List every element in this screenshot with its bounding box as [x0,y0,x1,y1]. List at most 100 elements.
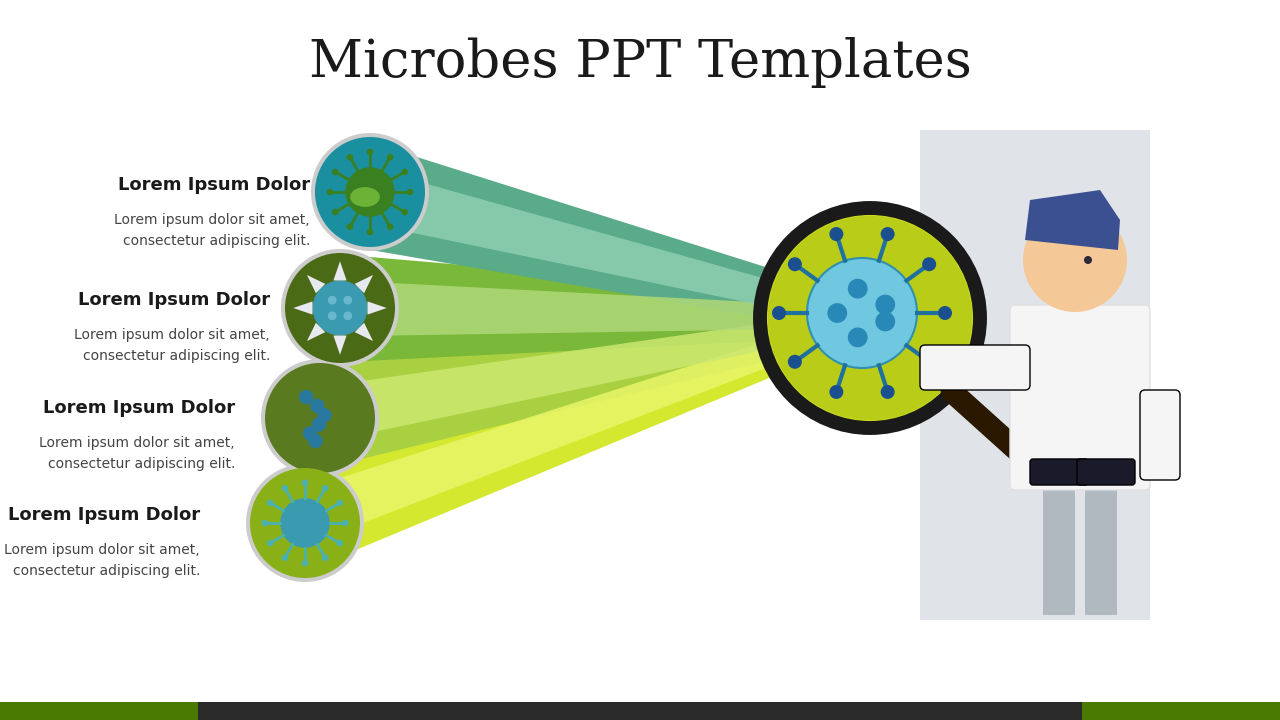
Circle shape [332,168,338,175]
Circle shape [308,434,323,449]
Circle shape [922,355,936,369]
Text: Microbes PPT Templates: Microbes PPT Templates [308,37,972,88]
Circle shape [788,257,801,271]
Polygon shape [307,275,325,293]
Circle shape [827,303,847,323]
Circle shape [315,137,425,247]
Circle shape [282,249,399,367]
Text: Lorem ipsum dolor sit amet,
consectetur adipiscing elit.: Lorem ipsum dolor sit amet, consectetur … [40,436,236,471]
Circle shape [847,328,868,347]
Circle shape [282,554,288,561]
Polygon shape [333,261,347,281]
Polygon shape [307,323,325,341]
Circle shape [402,168,408,175]
Bar [1082,702,1280,720]
Circle shape [1084,256,1092,264]
Circle shape [366,148,374,155]
Circle shape [407,189,413,195]
Text: Lorem ipsum dolor sit amet,
consectetur adipiscing elit.: Lorem ipsum dolor sit amet, consectetur … [74,328,270,363]
Circle shape [311,133,429,251]
Circle shape [246,464,364,582]
Polygon shape [355,323,372,341]
Circle shape [250,468,360,578]
Polygon shape [367,302,387,315]
FancyBboxPatch shape [1030,459,1088,485]
Circle shape [285,253,396,363]
Circle shape [337,540,343,546]
Circle shape [302,560,308,567]
Circle shape [768,216,972,420]
Text: Lorem Ipsum Dolor: Lorem Ipsum Dolor [42,399,236,417]
Polygon shape [288,308,870,552]
Polygon shape [303,308,870,446]
Text: Lorem ipsum dolor sit amet,
consectetur adipiscing elit.: Lorem ipsum dolor sit amet, consectetur … [4,543,200,577]
Circle shape [328,311,337,320]
Circle shape [829,227,844,241]
FancyBboxPatch shape [1140,390,1180,480]
Bar [920,130,1149,620]
Circle shape [302,480,308,486]
Circle shape [268,500,274,506]
Circle shape [760,208,980,428]
Circle shape [347,154,353,161]
Circle shape [282,485,288,492]
Circle shape [321,485,329,492]
Circle shape [922,257,936,271]
Circle shape [881,385,895,399]
Circle shape [402,209,408,215]
Circle shape [261,359,379,477]
Circle shape [312,281,367,336]
Bar [1043,480,1075,615]
Polygon shape [353,163,870,328]
Circle shape [326,189,333,195]
Circle shape [310,399,324,413]
Circle shape [300,390,314,404]
Circle shape [366,229,374,235]
Circle shape [321,554,329,561]
Circle shape [876,294,895,315]
Polygon shape [293,302,312,315]
Circle shape [876,312,895,331]
Circle shape [317,408,332,423]
Circle shape [772,306,786,320]
Bar [0,702,198,720]
Polygon shape [324,279,870,337]
Bar [1085,480,1117,615]
FancyBboxPatch shape [1076,459,1135,485]
Circle shape [343,296,352,305]
Polygon shape [1025,190,1120,250]
Polygon shape [333,336,347,355]
Ellipse shape [351,187,380,207]
Circle shape [337,500,343,506]
Circle shape [346,167,394,217]
Text: Lorem Ipsum Dolor: Lorem Ipsum Dolor [118,176,310,194]
Circle shape [938,306,952,320]
Polygon shape [324,253,870,363]
Circle shape [347,223,353,230]
Circle shape [847,279,868,299]
FancyBboxPatch shape [1010,305,1149,490]
Circle shape [328,296,337,305]
Circle shape [829,385,844,399]
Circle shape [342,520,348,526]
Text: Lorem Ipsum Dolor: Lorem Ipsum Dolor [78,291,270,309]
Polygon shape [288,300,870,578]
Circle shape [788,355,801,369]
Circle shape [268,540,274,546]
Polygon shape [355,275,372,293]
Circle shape [312,418,326,432]
FancyBboxPatch shape [920,345,1030,390]
Circle shape [280,498,330,548]
Polygon shape [303,300,870,473]
Circle shape [303,426,317,441]
Circle shape [387,154,393,161]
Circle shape [806,258,916,368]
Polygon shape [353,137,870,336]
Text: Lorem Ipsum Dolor: Lorem Ipsum Dolor [8,506,200,524]
Circle shape [387,223,393,230]
Circle shape [261,520,268,526]
Circle shape [265,363,375,473]
Circle shape [343,311,352,320]
Text: Lorem ipsum dolor sit amet,
consectetur adipiscing elit.: Lorem ipsum dolor sit amet, consectetur … [114,213,310,248]
Bar [198,702,1082,720]
